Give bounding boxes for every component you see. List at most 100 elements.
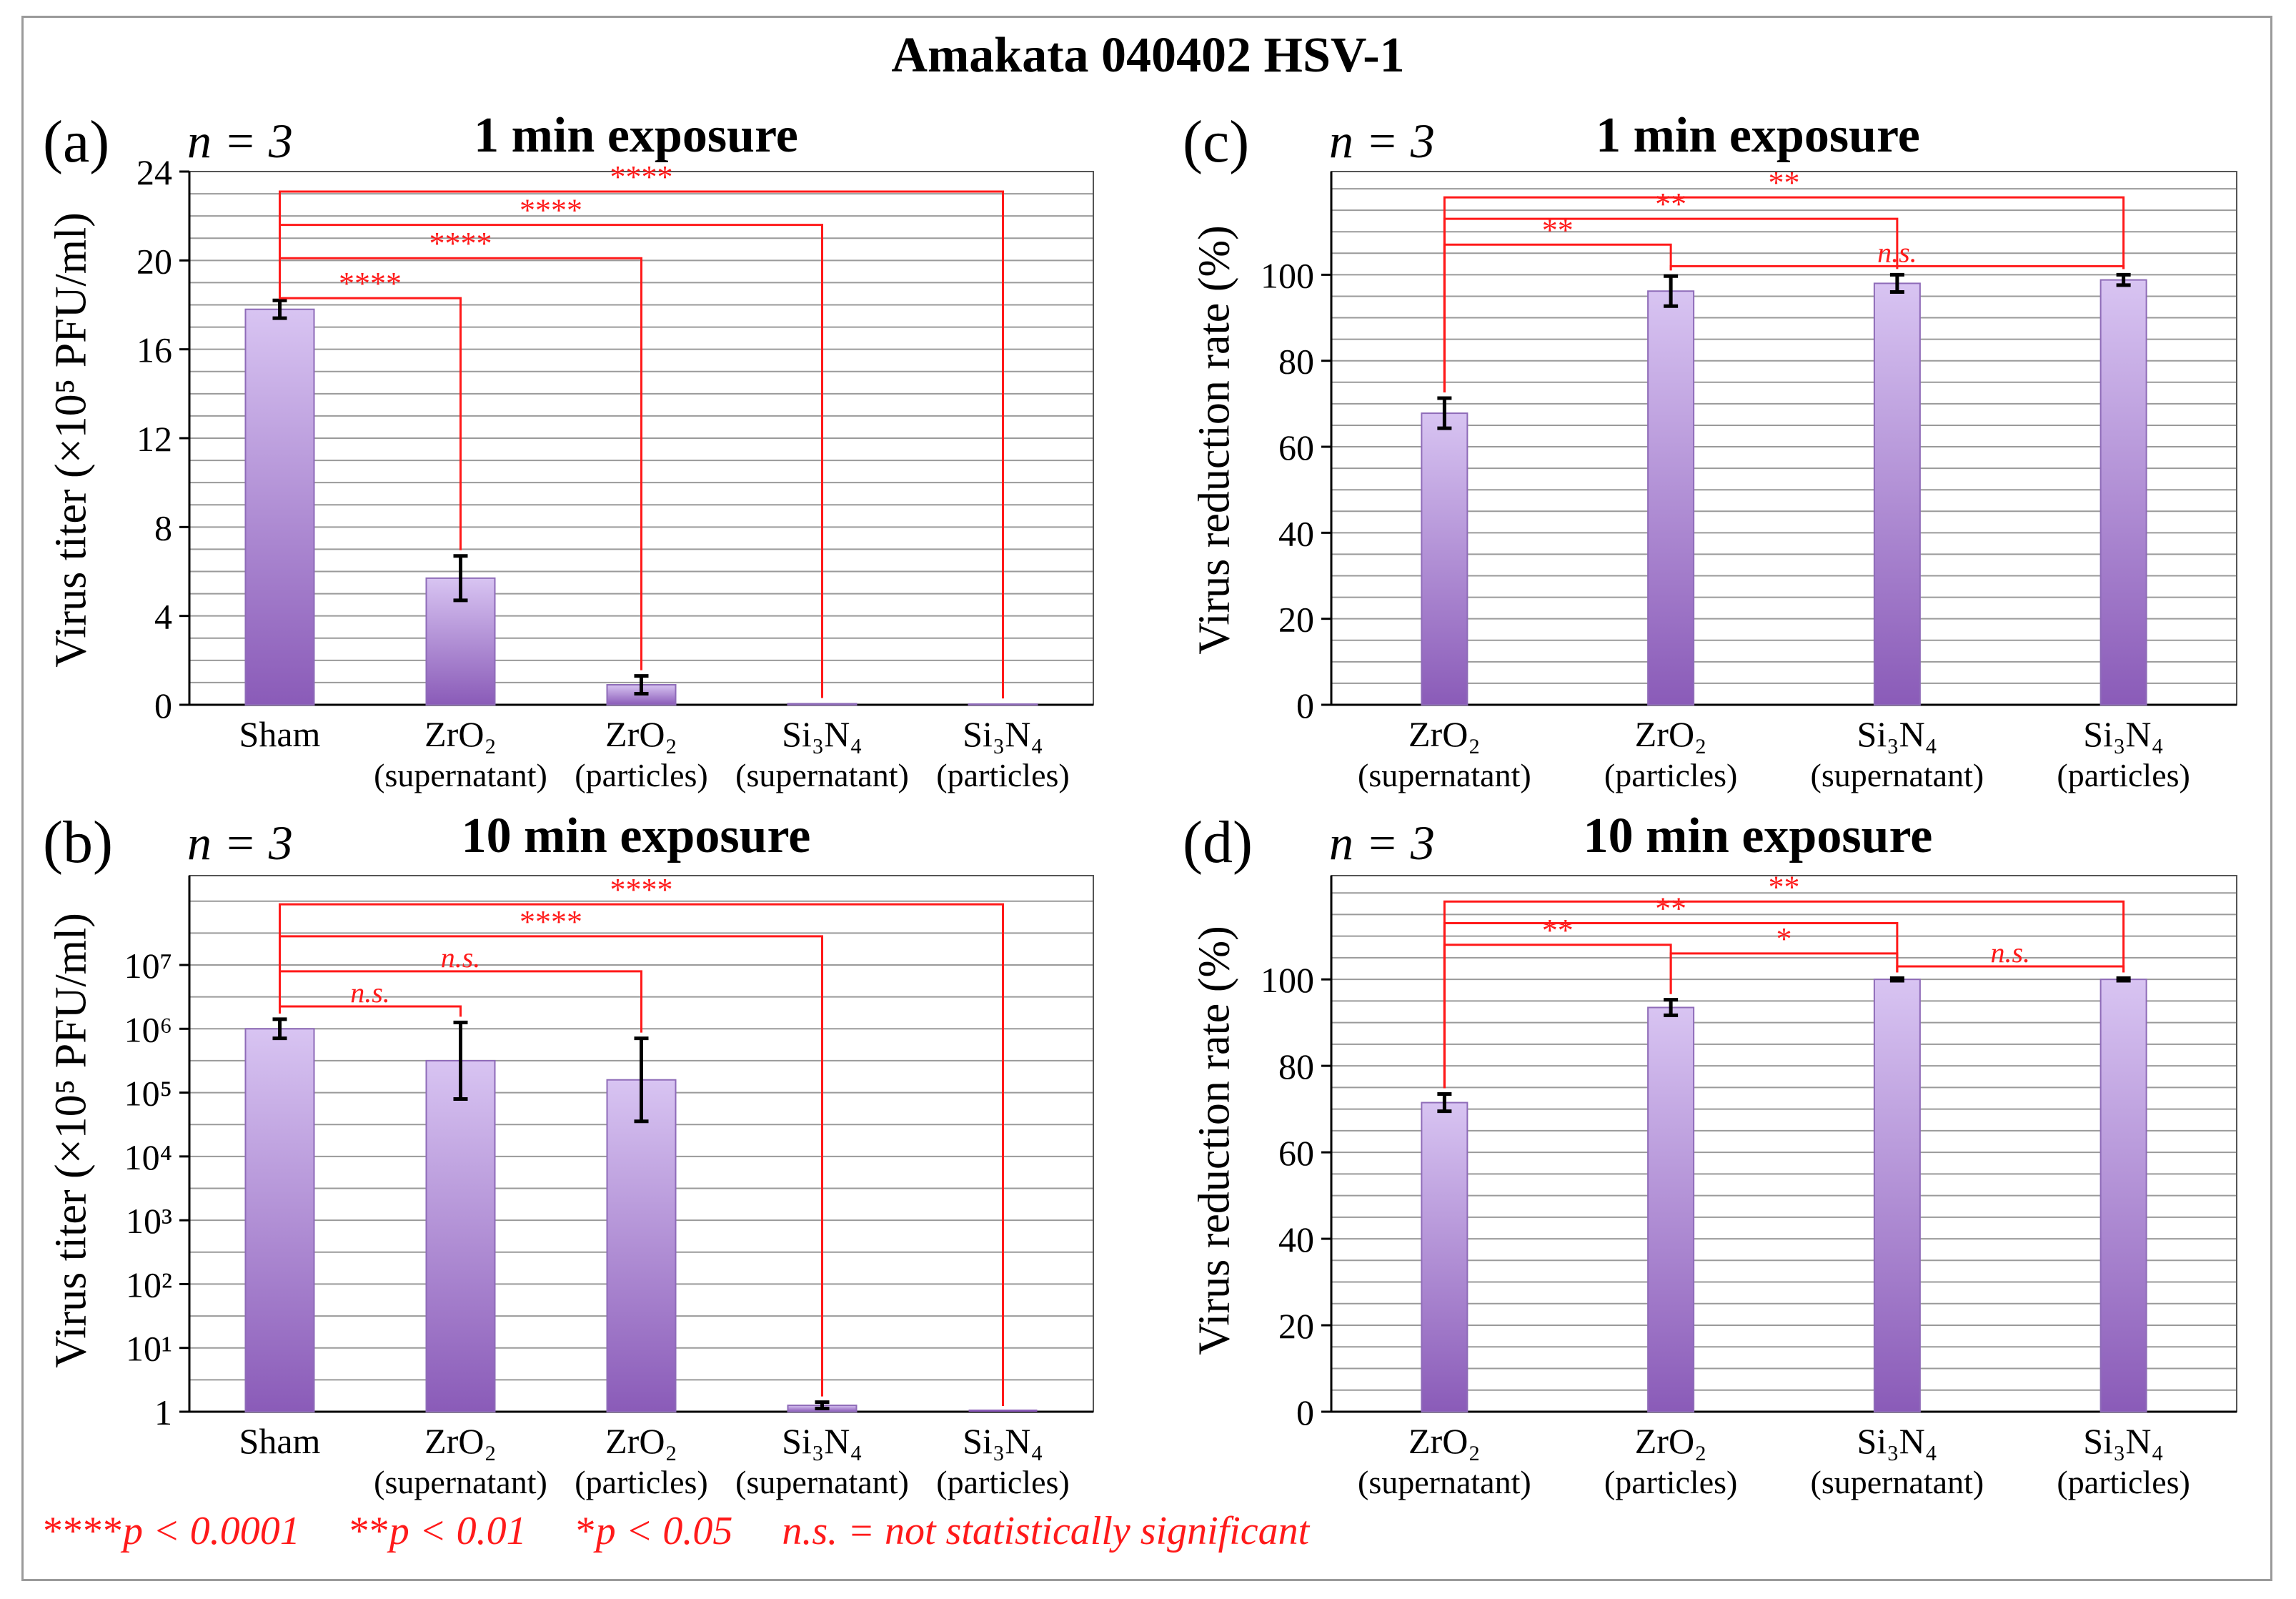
- x-tick-label: (supernatant): [735, 1464, 909, 1500]
- y-tick-label: 100: [1261, 960, 1314, 1000]
- y-tick-label: 60: [1278, 427, 1314, 467]
- significance-label: ****: [520, 193, 582, 228]
- y-tick-label: 20: [136, 241, 172, 281]
- legend-p005: *p < 0.05: [575, 1509, 733, 1553]
- x-tick-label: Si₃N₄: [1857, 714, 1938, 754]
- x-tick-label: ZrO₂: [605, 1421, 677, 1461]
- y-tick-label: 40: [1278, 1219, 1314, 1259]
- panel-c-title: 1 min exposure: [1596, 108, 1920, 163]
- bar: [244, 1028, 315, 1413]
- significance-bracket: [279, 190, 1004, 699]
- x-tick-label: (particles): [936, 1464, 1069, 1500]
- panel-d-letter: (d): [1183, 809, 1253, 876]
- y-tick-label: 40: [1278, 513, 1314, 553]
- panel-d-n-label: n = 3: [1329, 816, 1435, 870]
- significance-bracket: [279, 294, 462, 550]
- bar: [968, 703, 1038, 706]
- x-tick-label: Si₃N₄: [2083, 714, 2164, 754]
- x-tick-label: (particles): [575, 1464, 707, 1500]
- x-tick-label: ZrO₂: [1408, 714, 1481, 754]
- significance-label: ****: [610, 872, 673, 907]
- panel-a-n-label: n = 3: [187, 114, 293, 168]
- bar: [2099, 279, 2147, 706]
- x-tick-label: ZrO₂: [424, 714, 497, 754]
- y-tick-label: 10⁶: [124, 1009, 172, 1049]
- significance-label: **: [1769, 165, 1800, 200]
- significance-bracket: [1443, 196, 2125, 393]
- bar: [244, 308, 315, 706]
- significance-label: *: [1776, 921, 1792, 956]
- y-tick-label: 100: [1261, 255, 1314, 295]
- y-tick-label: 0: [1296, 685, 1314, 726]
- significance-label: **: [1542, 913, 1574, 948]
- legend-p001: **p < 0.01: [349, 1509, 527, 1553]
- bar: [1873, 282, 1921, 706]
- y-tick-label: 80: [1278, 342, 1314, 382]
- bar: [1647, 290, 1695, 706]
- panel-b-letter: (b): [43, 809, 113, 876]
- x-tick-label: Sham: [239, 1421, 321, 1461]
- bar: [787, 703, 858, 706]
- y-tick-label: 10⁴: [124, 1137, 172, 1177]
- bar: [968, 1410, 1038, 1412]
- y-tick-label: 24: [136, 152, 172, 192]
- x-tick-label: (particles): [1604, 757, 1737, 793]
- panel-d-title: 10 min exposure: [1583, 808, 1933, 863]
- y-tick-label: 4: [154, 597, 172, 637]
- y-tick-label: 20: [1278, 600, 1314, 640]
- panel-c-letter: (c): [1183, 109, 1250, 175]
- y-tick-label: 0: [1296, 1392, 1314, 1432]
- x-tick-label: (supernatant): [1358, 1464, 1531, 1500]
- y-tick-label: 10⁷: [124, 946, 172, 986]
- x-tick-label: (supernatant): [735, 757, 909, 793]
- panel-a-letter: (a): [43, 109, 110, 175]
- significance-label: ****: [339, 266, 402, 301]
- legend-ns: n.s. = not statistically significant: [782, 1509, 1310, 1553]
- bar: [606, 1079, 677, 1412]
- x-tick-label: Sham: [239, 714, 321, 754]
- x-tick-label: Si₃N₄: [782, 1421, 863, 1461]
- significance-label: **: [1655, 891, 1686, 926]
- y-tick-label: 80: [1278, 1046, 1314, 1086]
- y-tick-label: 60: [1278, 1133, 1314, 1173]
- figure-frame: [21, 16, 2272, 1581]
- x-tick-label: Si₃N₄: [2083, 1421, 2164, 1461]
- significance-legend: ****p < 0.0001 **p < 0.01 *p < 0.05 n.s.…: [43, 1508, 1348, 1554]
- x-tick-label: (particles): [2057, 1464, 2190, 1500]
- x-tick-label: (supernatant): [1358, 757, 1531, 793]
- x-tick-label: Si₃N₄: [963, 714, 1043, 754]
- significance-bracket: [1443, 900, 2125, 1089]
- y-tick-label: 0: [154, 685, 172, 726]
- panel-b-n-label: n = 3: [187, 816, 293, 870]
- x-tick-label: (supernatant): [1811, 757, 1984, 793]
- significance-label: n.s.: [350, 976, 390, 1009]
- significance-label: n.s.: [1990, 936, 2030, 969]
- x-tick-label: ZrO₂: [1635, 1421, 1707, 1461]
- bar: [1873, 979, 1921, 1412]
- significance-label: ****: [429, 226, 492, 261]
- y-tick-label: 10²: [126, 1264, 172, 1305]
- x-tick-label: (supernatant): [374, 757, 547, 793]
- panel-c-n-label: n = 3: [1329, 114, 1435, 168]
- significance-bracket: [279, 903, 1004, 1406]
- significance-label: ****: [520, 904, 582, 939]
- x-tick-label: Si₃N₄: [963, 1421, 1043, 1461]
- panel-a-title: 1 min exposure: [474, 108, 798, 163]
- x-tick-label: ZrO₂: [424, 1421, 497, 1461]
- significance-label: ****: [610, 159, 673, 194]
- y-tick-label: 10³: [126, 1201, 172, 1241]
- x-tick-label: (supernatant): [374, 1464, 547, 1500]
- y-tick-label: 12: [136, 419, 172, 459]
- y-tick-label: 16: [136, 330, 172, 370]
- y-tick-label: 10¹: [126, 1329, 172, 1369]
- x-tick-label: Si₃N₄: [782, 714, 863, 754]
- legend-p0001: ****p < 0.0001: [43, 1509, 300, 1553]
- significance-label: **: [1769, 869, 1800, 904]
- x-tick-label: ZrO₂: [605, 714, 677, 754]
- bar: [1647, 1006, 1695, 1412]
- x-tick-label: ZrO₂: [1408, 1421, 1481, 1461]
- bar: [2099, 979, 2147, 1412]
